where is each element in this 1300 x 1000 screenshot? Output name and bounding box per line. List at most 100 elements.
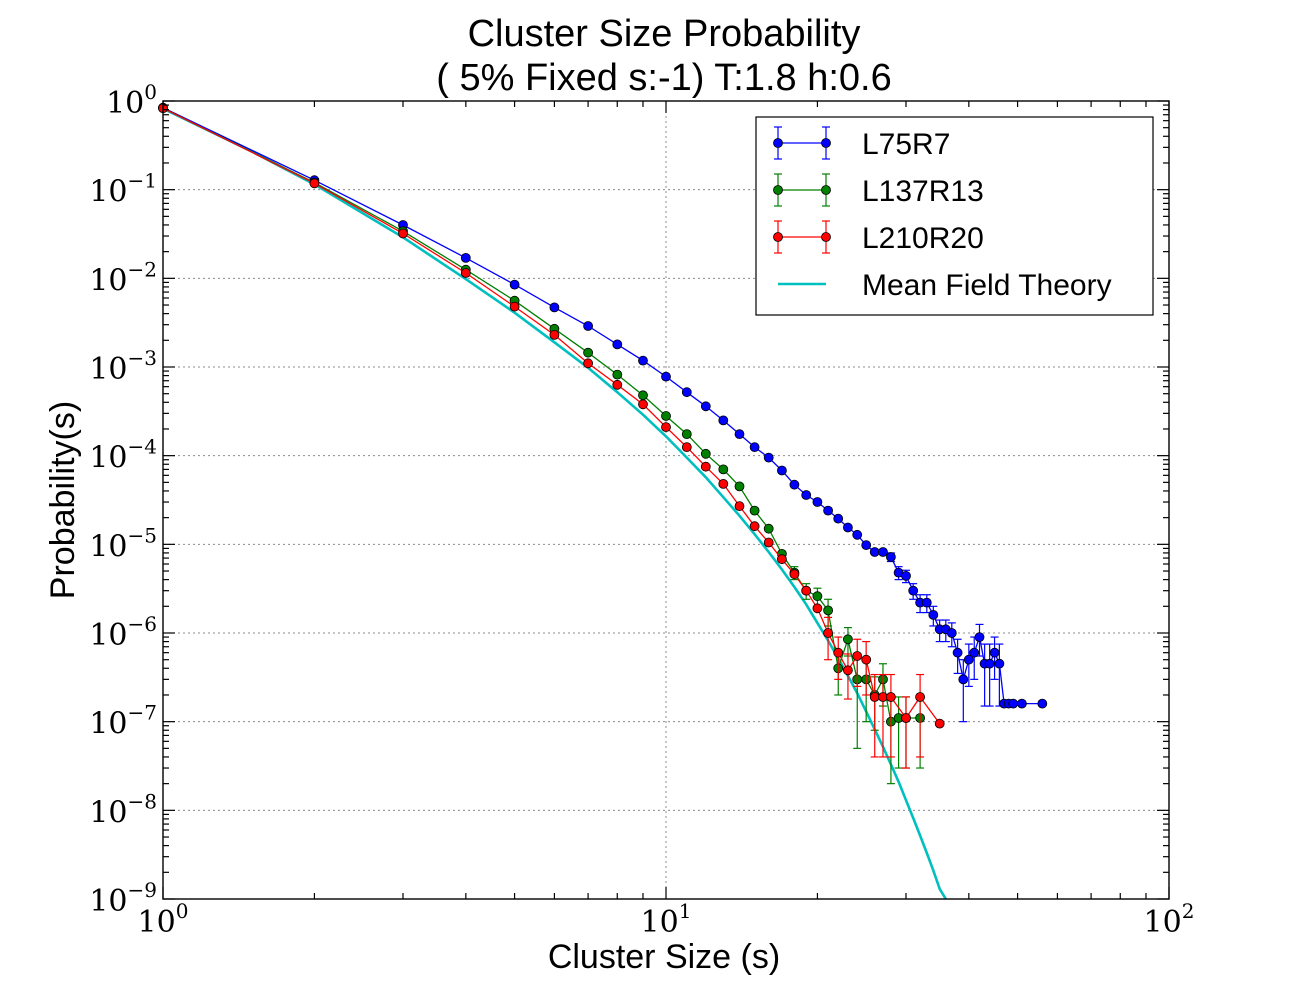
data-point — [509, 279, 520, 290]
data-point — [869, 692, 880, 702]
data-point — [309, 178, 320, 189]
x-tick-label: 100 — [138, 899, 189, 940]
data-point — [861, 654, 872, 665]
data-point — [734, 429, 745, 440]
data-point — [969, 647, 980, 658]
data-point — [843, 665, 853, 676]
data-point — [734, 501, 745, 512]
data-point — [789, 479, 800, 490]
series-group — [158, 102, 1048, 900]
data-point — [958, 674, 969, 685]
data-point — [921, 597, 932, 608]
data-point — [718, 464, 729, 475]
data-point — [638, 355, 648, 366]
data-point — [1037, 698, 1048, 709]
data-point — [777, 554, 787, 565]
data-point — [812, 591, 823, 602]
data-point — [734, 481, 745, 492]
data-point — [974, 632, 985, 642]
data-point — [661, 371, 671, 382]
data-point — [612, 369, 623, 380]
data-point — [984, 658, 995, 669]
legend-box — [755, 116, 1154, 316]
data-point — [886, 552, 896, 562]
legend-entry-l137r13: L137R13 — [773, 173, 984, 208]
x-tick-label: 102 — [1144, 899, 1195, 940]
data-point — [638, 399, 648, 410]
series-l210r20 — [158, 103, 945, 769]
data-point — [878, 547, 888, 557]
data-point — [638, 390, 648, 401]
x-tick-label: 101 — [641, 899, 692, 940]
y-tick-label: 10−8 — [89, 789, 157, 830]
grid-lines — [163, 101, 1169, 899]
data-point — [852, 651, 863, 661]
data-point — [681, 387, 692, 398]
data-point — [1017, 698, 1027, 709]
data-point — [963, 654, 974, 665]
data-point — [843, 634, 853, 645]
data-point — [823, 505, 833, 516]
legend-entry-l210r20: L210R20 — [773, 220, 984, 255]
y-tick-label: 10−4 — [89, 435, 157, 476]
y-tick-label: 10−2 — [89, 257, 157, 298]
data-point — [700, 461, 711, 472]
data-point — [994, 658, 1005, 669]
data-point — [928, 610, 939, 620]
data-point — [763, 452, 774, 463]
data-point — [583, 358, 593, 369]
legend-swatch-marker — [821, 185, 831, 195]
data-point — [612, 379, 623, 390]
data-point — [915, 692, 925, 702]
data-point — [460, 252, 471, 263]
data-point — [852, 529, 863, 540]
data-point — [398, 228, 408, 239]
legend-swatch-marker — [773, 185, 783, 195]
data-point — [763, 537, 774, 548]
data-point — [509, 301, 520, 312]
legend-swatch-marker — [773, 138, 783, 148]
data-point — [901, 713, 911, 723]
data-point — [1008, 698, 1019, 709]
data-point — [823, 605, 833, 616]
x-axis: 100 101 102 — [138, 101, 1195, 940]
data-point — [681, 442, 692, 453]
data-point — [989, 647, 1000, 658]
y-tick-label: 10−7 — [89, 701, 157, 742]
data-point — [823, 628, 833, 638]
data-point — [460, 268, 471, 278]
data-point — [718, 478, 729, 489]
chart-title: Cluster Size Probability — [468, 13, 861, 55]
data-point — [549, 329, 560, 340]
data-point — [763, 523, 774, 534]
legend-label: L137R13 — [862, 175, 984, 208]
series-line-mean-field-theory — [162, 107, 947, 900]
data-point — [952, 647, 963, 658]
legend-label: L75R7 — [862, 128, 950, 161]
y-tick-label: 10−3 — [89, 346, 157, 387]
data-point — [833, 647, 844, 658]
data-point — [718, 415, 729, 426]
data-point — [583, 347, 593, 358]
data-point — [612, 339, 623, 350]
legend-label: Mean Field Theory — [862, 269, 1112, 302]
data-point — [661, 422, 671, 433]
data-point — [749, 505, 760, 516]
x-axis-label: Cluster Size (s) — [548, 938, 780, 976]
legend-swatch-marker — [773, 232, 783, 242]
y-tick-label: 10−6 — [89, 612, 157, 653]
y-axis-label: Probability(s) — [44, 401, 82, 599]
data-point — [901, 571, 911, 581]
data-point — [749, 442, 760, 453]
legend-swatch-marker — [821, 232, 831, 242]
data-point — [700, 401, 711, 412]
data-point — [749, 521, 760, 532]
data-point — [934, 718, 945, 729]
legend-swatch-marker — [821, 138, 831, 148]
data-point — [700, 448, 711, 459]
data-point — [886, 692, 896, 702]
data-point — [801, 490, 812, 500]
data-point — [843, 522, 853, 533]
legend-label: L210R20 — [862, 222, 984, 255]
